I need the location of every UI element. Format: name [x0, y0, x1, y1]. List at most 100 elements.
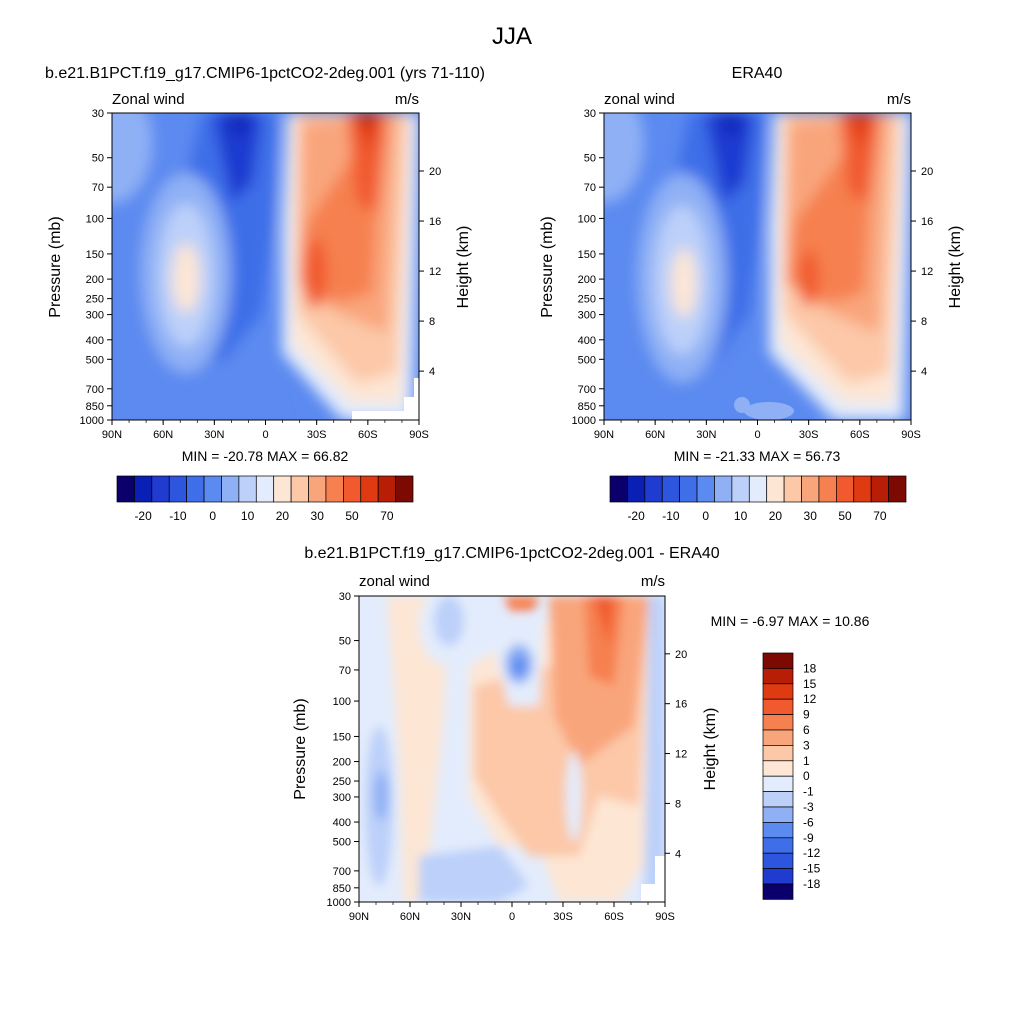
x-tick-label: 60N — [400, 911, 420, 923]
colorbar-swatch — [762, 822, 794, 839]
x-tick-label: 0 — [262, 429, 268, 441]
height-tick-label: 16 — [921, 216, 933, 228]
panel-model-stats: MIN = -20.78 MAX = 66.82 — [182, 448, 349, 464]
panel-model-ylabel-right: Height (km) — [455, 226, 472, 309]
colorbar-label: 6 — [803, 723, 810, 737]
y-tick-label: 100 — [86, 213, 104, 225]
x-tick-label: 60N — [645, 429, 665, 441]
colorbar-swatch — [762, 714, 794, 731]
y-tick-label: 150 — [333, 731, 351, 743]
colorbar-label: -15 — [803, 862, 821, 876]
colorbar-label: -12 — [803, 846, 821, 860]
colorbar-swatch — [203, 475, 222, 503]
y-tick-label: 50 — [339, 636, 351, 648]
colorbar-swatch — [762, 698, 794, 715]
colorbar-swatch — [679, 475, 698, 503]
y-tick-label: 30 — [584, 108, 596, 120]
y-tick-label: 300 — [578, 310, 596, 322]
colorbar-label: 12 — [803, 692, 817, 706]
height-tick-label: 4 — [921, 366, 927, 378]
height-tick-label: 20 — [921, 166, 933, 178]
y-tick-label: 700 — [578, 384, 596, 396]
y-tick-label: 400 — [86, 335, 104, 347]
x-tick-label: 90N — [102, 429, 122, 441]
colorbar-label: -20 — [627, 509, 645, 523]
colorbar-label: 0 — [209, 509, 216, 523]
y-tick-label: 300 — [86, 310, 104, 322]
figure-title: JJA — [492, 23, 532, 50]
colorbar-swatch — [255, 475, 275, 503]
y-tick-label: 250 — [86, 294, 104, 306]
colorbar-swatch — [762, 760, 794, 777]
colorbar-label: -1 — [803, 785, 814, 799]
colorbar-swatch — [762, 668, 794, 685]
panel-diff-title: b.e21.B1PCT.f19_g17.CMIP6-1pctCO2-2deg.0… — [304, 545, 719, 562]
colorbar-label: 1 — [803, 754, 810, 768]
panel-diff-axis-right: 4 8 12 16 20 — [665, 649, 687, 860]
panel-era40-axis-left: 30 50 70 100 150 200 250 300 400 500 700 850 1000 — [572, 108, 604, 427]
y-tick-label: 700 — [86, 384, 104, 396]
colorbar-model: -20 -10 0 10 20 30 50 70 — [116, 475, 414, 523]
colorbar-swatch — [186, 475, 205, 503]
colorbar-label: 3 — [803, 738, 810, 752]
y-tick-label: 1000 — [572, 415, 596, 427]
panel-era40-axis-right: 4 8 12 16 20 — [911, 166, 933, 378]
panel-diff-ylabel: Pressure (mb) — [292, 698, 309, 799]
colorbar-swatch — [221, 475, 240, 503]
panel-model-title: b.e21.B1PCT.f19_g17.CMIP6-1pctCO2-2deg.0… — [45, 65, 485, 82]
height-tick-label: 8 — [429, 316, 435, 328]
colorbar-era40: -20 -10 0 10 20 30 50 70 — [609, 475, 907, 523]
y-tick-label: 1000 — [80, 415, 104, 427]
colorbar-label: -9 — [803, 831, 814, 845]
colorbar-label: 15 — [803, 677, 817, 691]
colorbar-label: -3 — [803, 800, 814, 814]
x-tick-label: 30N — [451, 911, 471, 923]
x-tick-label: 0 — [509, 911, 515, 923]
colorbar-swatch — [290, 475, 309, 503]
colorbar-swatch — [762, 852, 794, 869]
x-tick-label: 60S — [358, 429, 378, 441]
colorbar-label: 70 — [380, 509, 394, 523]
panel-model-contour — [112, 113, 419, 420]
colorbar-swatch — [731, 475, 750, 503]
y-tick-label: 250 — [578, 294, 596, 306]
colorbar-label: 18 — [803, 661, 817, 675]
y-tick-label: 100 — [333, 696, 351, 708]
colorbar-swatch — [853, 475, 872, 503]
colorbar-label: 70 — [873, 509, 887, 523]
y-tick-label: 300 — [333, 792, 351, 804]
panel-model-axis-bottom: 90N 60N 30N 0 30S 60S 90S — [102, 420, 429, 441]
panel-diff-axis-bottom: 90N 60N 30N 0 30S 60S 90S — [349, 902, 675, 923]
colorbar-swatch — [151, 475, 170, 503]
colorbar-swatch — [762, 683, 794, 700]
height-tick-label: 12 — [675, 749, 687, 761]
colorbar-swatch — [360, 475, 379, 503]
height-tick-label: 16 — [675, 699, 687, 711]
height-tick-label: 8 — [921, 316, 927, 328]
panel-era40-ylabel: Pressure (mb) — [539, 216, 556, 317]
x-tick-label: 90S — [409, 429, 429, 441]
colorbar-swatch — [696, 475, 715, 503]
y-tick-label: 400 — [333, 817, 351, 829]
panel-diff-ylabel-right: Height (km) — [702, 708, 719, 791]
x-tick-label: 30S — [553, 911, 573, 923]
y-tick-label: 100 — [578, 213, 596, 225]
y-tick-label: 70 — [339, 665, 351, 677]
panel-diff-contour — [359, 596, 665, 902]
panel-era40-stats: MIN = -21.33 MAX = 56.73 — [674, 448, 841, 464]
panel-model-left-label: Zonal wind — [112, 91, 185, 108]
panel-diff-units: m/s — [641, 573, 665, 590]
y-tick-label: 850 — [86, 401, 104, 413]
colorbar-swatch — [116, 475, 135, 503]
panel-model-units: m/s — [395, 91, 419, 108]
panel-model-axis-left: 30 50 70 100 150 200 250 300 400 500 700 850 1000 — [80, 108, 112, 427]
colorbar-label: 50 — [838, 509, 852, 523]
colorbar-label: 50 — [345, 509, 359, 523]
y-tick-label: 70 — [92, 182, 104, 194]
colorbar-swatch — [888, 475, 907, 503]
x-tick-label: 30N — [204, 429, 224, 441]
colorbar-swatch — [762, 729, 794, 746]
colorbar-swatch — [836, 475, 855, 503]
